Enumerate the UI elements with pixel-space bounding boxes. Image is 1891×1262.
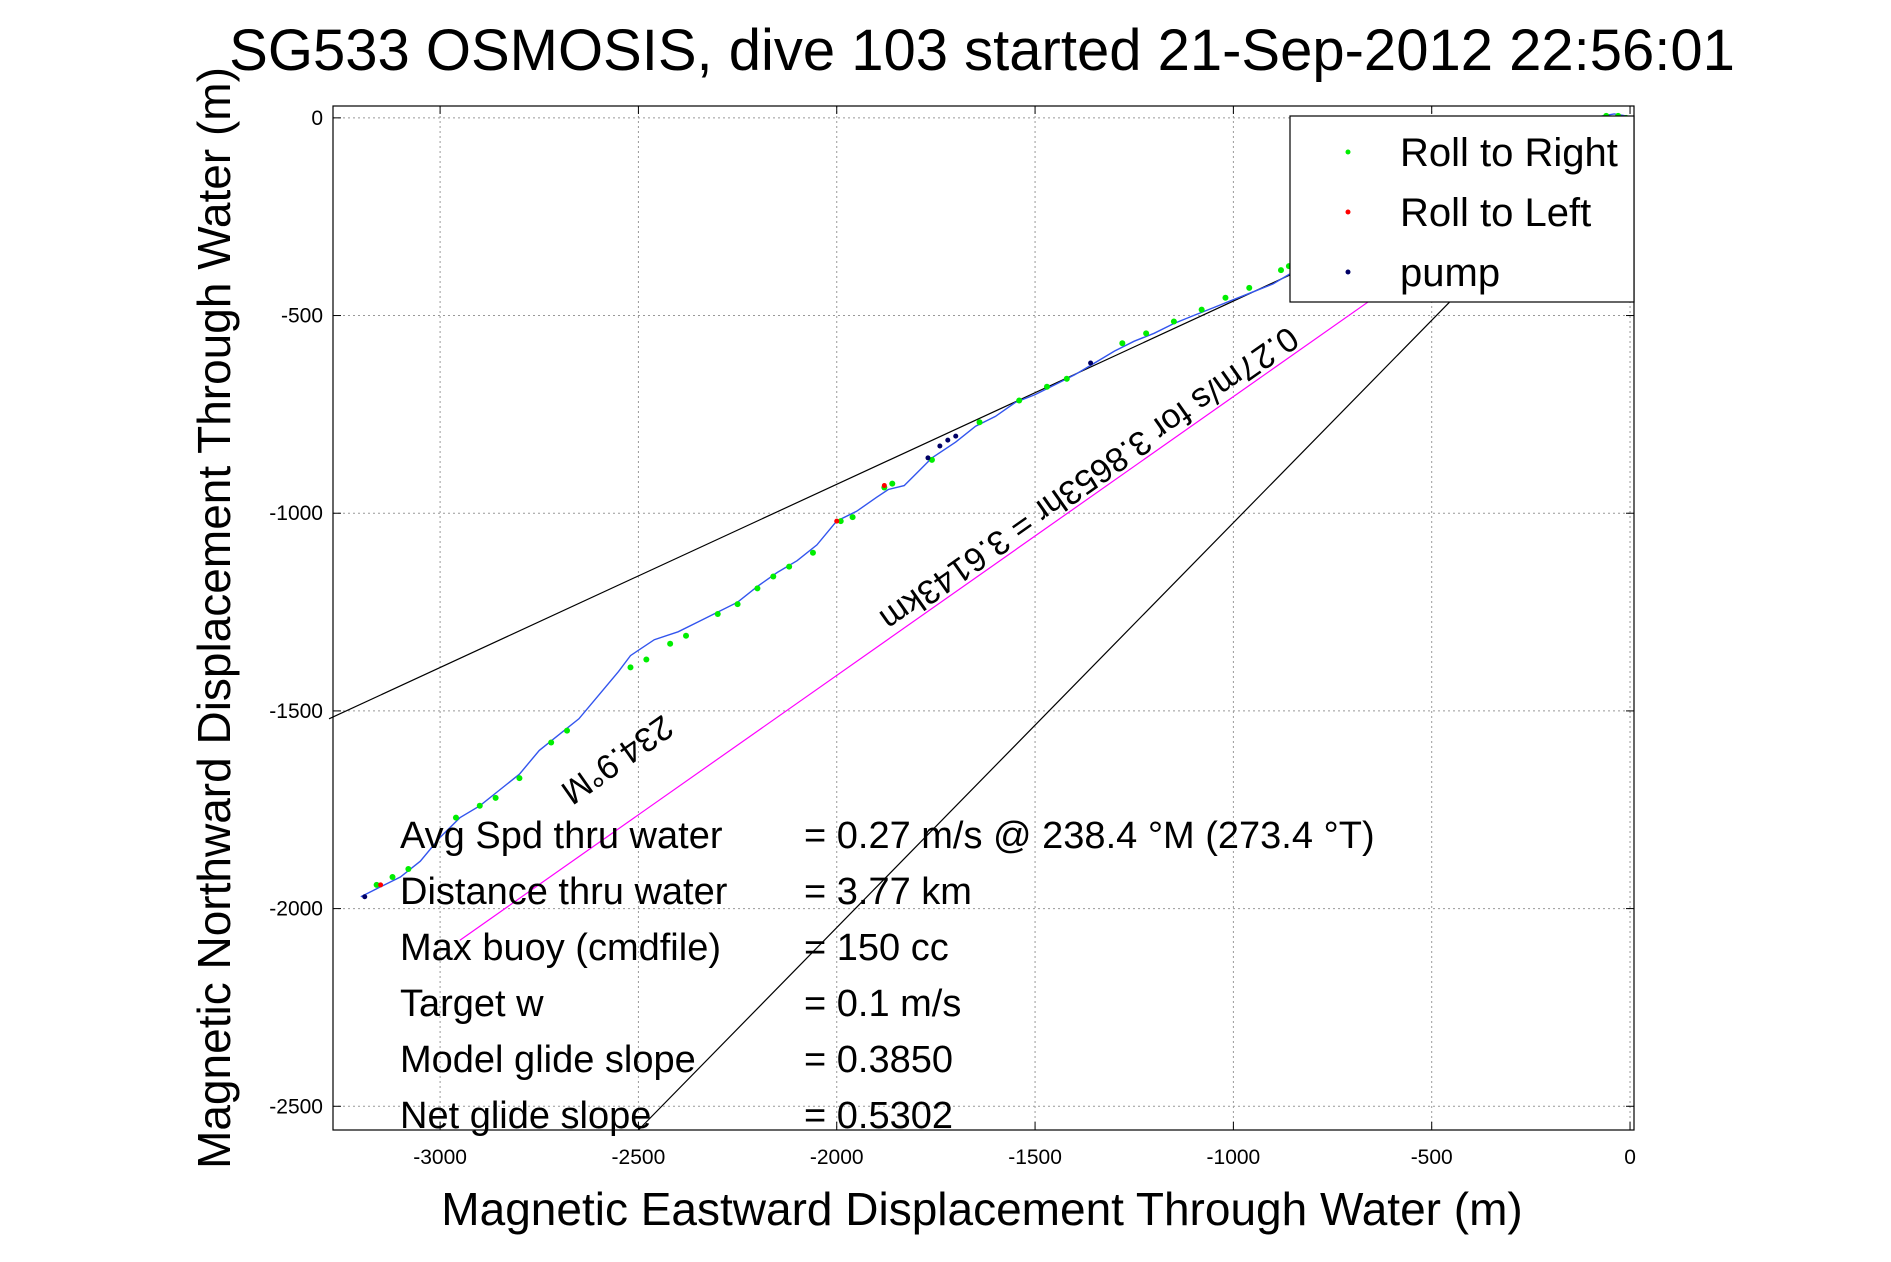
roll-right-point <box>452 814 459 821</box>
stat-label: Model glide slope <box>400 1039 696 1081</box>
roll-right-point <box>1063 375 1070 382</box>
chart-title: SG533 OSMOSIS, dive 103 started 21-Sep-2… <box>229 18 1735 83</box>
roll-right-point <box>516 775 523 782</box>
roll-right-point <box>1277 267 1284 274</box>
x-tick-label: -500 <box>1411 1146 1453 1169</box>
x-axis-label: Magnetic Eastward Displacement Through W… <box>441 1183 1522 1235</box>
legend-marker <box>1345 149 1351 155</box>
stat-value: = 0.27 m/s @ 238.4 °M (273.4 °T) <box>804 815 1375 857</box>
stat-value: = 150 cc <box>804 927 949 969</box>
stat-label: Avg Spd thru water <box>400 815 723 857</box>
roll-right-point <box>976 419 983 426</box>
legend-label: pump <box>1400 251 1500 295</box>
stat-label: Distance thru water <box>400 871 728 913</box>
y-tick-label: 0 <box>311 107 323 130</box>
roll-right-point <box>714 611 721 618</box>
roll-right-point <box>786 563 793 570</box>
y-tick-label: -2000 <box>269 898 323 921</box>
stat-label: Max buoy (cmdfile) <box>400 927 721 969</box>
pump-point <box>362 894 368 900</box>
roll-left-point <box>378 882 384 888</box>
stat-value: = 0.3850 <box>804 1039 953 1081</box>
roll-right-point <box>809 549 816 556</box>
y-tick-label: -1000 <box>269 502 323 525</box>
y-tick-label: -1500 <box>269 700 323 723</box>
roll-right-point <box>928 456 935 463</box>
roll-right-point <box>405 866 412 873</box>
roll-right-point <box>1143 330 1150 337</box>
stat-label: Target w <box>400 983 544 1025</box>
roll-right-point <box>683 632 690 639</box>
roll-right-point <box>1119 340 1126 347</box>
stat-label: Net glide slope <box>400 1095 651 1137</box>
roll-right-point <box>770 573 777 580</box>
x-tick-label: -2500 <box>612 1146 666 1169</box>
roll-right-point <box>667 640 674 647</box>
roll-right-point <box>889 480 896 487</box>
legend-marker <box>1345 209 1351 215</box>
y-tick-label: -2500 <box>269 1095 323 1118</box>
roll-right-point <box>837 518 844 525</box>
legend: Roll to Right Roll to Left pump <box>1289 115 1635 303</box>
roll-right-point <box>389 873 396 880</box>
axis-ticks: -3000 -2500 -2000 -1500 -1000 -500 0 0 -500 -1000… <box>269 106 1636 1169</box>
roll-right-point <box>564 727 571 734</box>
roll-right-point <box>476 802 483 809</box>
legend-label: Roll to Left <box>1400 191 1591 235</box>
stat-value: = 3.77 km <box>804 871 972 913</box>
roll-right-point <box>734 601 741 608</box>
roll-right-point <box>1016 397 1023 404</box>
roll-right-point <box>754 585 761 592</box>
stats-block: Avg Spd thru water = 0.27 m/s @ 238.4 °M … <box>400 815 1375 1137</box>
roll-right-point <box>1198 306 1205 313</box>
pump-point <box>945 437 951 443</box>
legend-marker <box>1345 269 1351 275</box>
roll-right-point <box>627 664 634 671</box>
plot-frame <box>332 105 1635 1131</box>
roll-right-point <box>643 656 650 663</box>
y-tick-label: -500 <box>281 305 323 328</box>
x-tick-label: -2000 <box>810 1146 864 1169</box>
stat-value: = 0.1 m/s <box>804 983 961 1025</box>
pump-point <box>1088 360 1094 366</box>
roll-right-point <box>492 794 499 801</box>
grid <box>333 106 1634 1130</box>
roll-left-point <box>881 483 887 489</box>
roll-left-point <box>834 518 840 524</box>
x-tick-label: -1000 <box>1207 1146 1261 1169</box>
roll-right-point <box>1246 284 1253 291</box>
roll-right-point <box>1222 294 1229 301</box>
roll-right-point <box>1170 318 1177 325</box>
pump-point <box>925 455 931 461</box>
pump-point <box>937 443 943 449</box>
pump-point <box>953 433 959 439</box>
x-tick-label: 0 <box>1624 1146 1636 1169</box>
legend-label: Roll to Right <box>1400 131 1618 175</box>
x-tick-label: -3000 <box>413 1146 467 1169</box>
roll-right-point <box>373 881 380 888</box>
stat-value: = 0.5302 <box>804 1095 953 1137</box>
y-axis-label: Magnetic Northward Displacement Through … <box>188 67 240 1169</box>
roll-right-point <box>1043 383 1050 390</box>
x-tick-label: -1500 <box>1008 1146 1062 1169</box>
roll-right-point <box>849 514 856 521</box>
roll-right-point <box>548 739 555 746</box>
